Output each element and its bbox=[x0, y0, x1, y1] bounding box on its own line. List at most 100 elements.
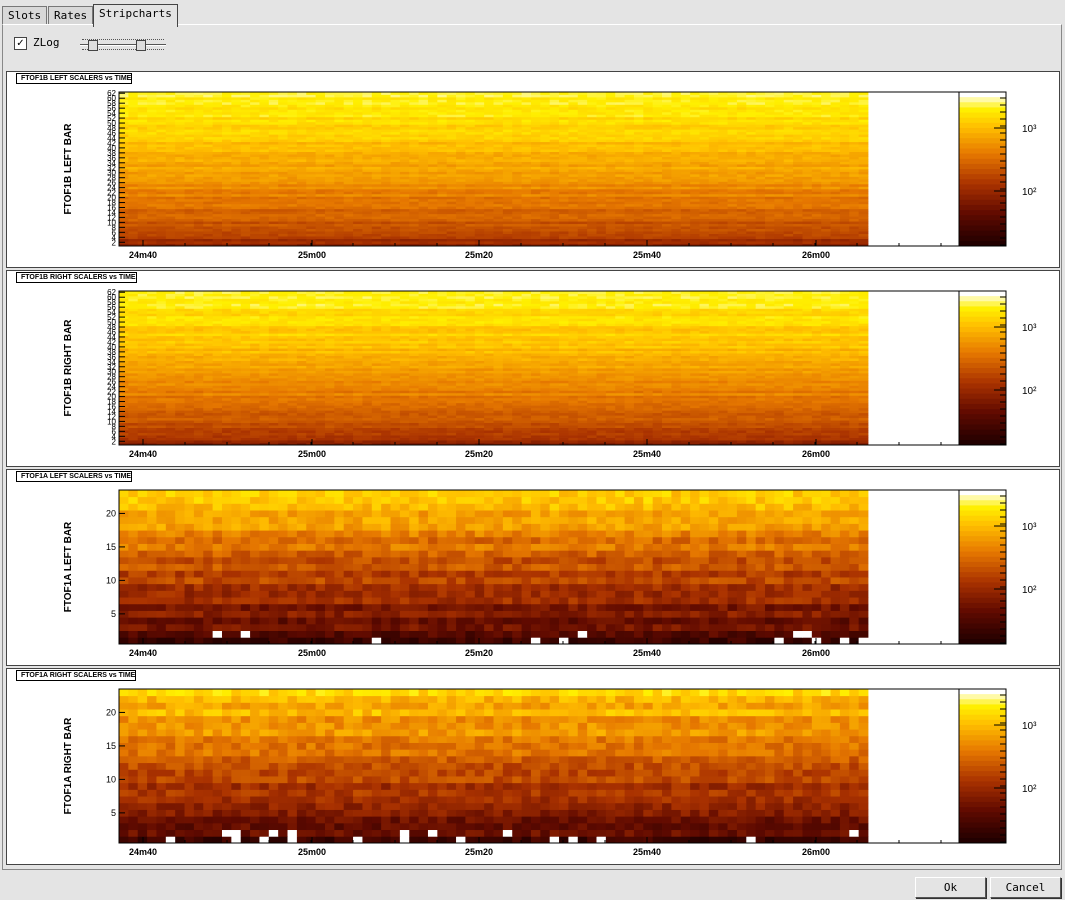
slider-max-thumb[interactable] bbox=[136, 40, 146, 51]
heatmap-cell bbox=[212, 183, 223, 187]
heatmap-chart[interactable]: 2468101214161820222426283032343638404244… bbox=[7, 72, 1059, 267]
heatmap-cell bbox=[783, 196, 794, 200]
heatmap-cell bbox=[568, 216, 579, 220]
heatmap-cell bbox=[624, 231, 635, 234]
heatmap-cell bbox=[559, 188, 569, 192]
heatmap-cell bbox=[193, 218, 204, 222]
heatmap-cell bbox=[427, 238, 438, 242]
heatmap-cell bbox=[568, 228, 579, 232]
zrange-slider[interactable] bbox=[80, 37, 166, 53]
heatmap-cell bbox=[147, 154, 157, 157]
heatmap-cell bbox=[512, 96, 522, 100]
heatmap-cell bbox=[690, 111, 700, 115]
heatmap-cell bbox=[306, 131, 317, 135]
heatmap-cell bbox=[624, 176, 635, 180]
heatmap-cell bbox=[175, 183, 185, 187]
heatmap-cell bbox=[484, 126, 494, 130]
heatmap-cell bbox=[240, 96, 251, 100]
heatmap-cell bbox=[221, 134, 232, 138]
heatmap-cell bbox=[250, 206, 260, 210]
zlog-checkbox[interactable]: ✓ bbox=[14, 37, 27, 50]
heatmap-cell bbox=[259, 201, 270, 205]
heatmap-cell bbox=[718, 129, 728, 133]
heatmap-cell bbox=[549, 221, 560, 225]
heatmap-cell bbox=[718, 203, 728, 207]
heatmap-cell bbox=[811, 221, 822, 225]
heatmap-cell bbox=[296, 104, 307, 108]
heatmap-cell bbox=[718, 233, 728, 237]
heatmap-cell bbox=[193, 144, 204, 148]
heatmap-cell bbox=[690, 218, 700, 222]
heatmap-cell bbox=[390, 228, 401, 232]
heatmap-cell bbox=[137, 99, 148, 103]
heatmap-cell bbox=[615, 221, 625, 225]
heatmap-cell bbox=[811, 186, 822, 190]
heatmap-cell bbox=[250, 94, 260, 98]
heatmap-cell bbox=[624, 101, 635, 105]
heatmap-cell bbox=[250, 181, 260, 185]
heatmap-cell bbox=[240, 154, 251, 157]
heatmap-cell bbox=[465, 131, 476, 135]
heatmap-cell bbox=[699, 198, 710, 202]
heatmap-cell bbox=[128, 119, 139, 123]
heatmap-cell bbox=[652, 96, 663, 100]
heatmap-cell bbox=[774, 154, 785, 157]
heatmap-cell bbox=[615, 198, 625, 202]
heatmap-cell bbox=[165, 156, 176, 160]
heatmap-cell bbox=[690, 101, 700, 105]
heatmap-cell bbox=[765, 183, 775, 187]
heatmap-cell bbox=[287, 161, 298, 165]
heatmap-cell bbox=[671, 146, 682, 150]
heatmap-cell bbox=[231, 144, 242, 148]
heatmap-cell bbox=[418, 114, 429, 118]
heatmap-cell bbox=[259, 186, 270, 190]
heatmap-cell bbox=[596, 186, 607, 190]
heatmap-cell bbox=[615, 106, 625, 110]
heatmap-cell bbox=[652, 178, 663, 182]
heatmap-cell bbox=[212, 213, 223, 217]
tab-rates[interactable]: Rates bbox=[48, 6, 94, 26]
heatmap-cell bbox=[493, 109, 504, 113]
heatmap-cell bbox=[278, 146, 288, 150]
tab-slots[interactable]: Slots bbox=[2, 6, 48, 26]
heatmap-cell bbox=[793, 191, 803, 195]
heatmap-cell bbox=[399, 216, 410, 220]
heatmap-cell bbox=[671, 104, 682, 108]
slider-min-thumb[interactable] bbox=[88, 40, 98, 51]
heatmap-cell bbox=[662, 181, 672, 185]
heatmap-cell bbox=[353, 181, 363, 185]
heatmap-cell bbox=[240, 144, 251, 148]
heatmap-cell bbox=[568, 126, 579, 130]
heatmap-cell bbox=[259, 226, 270, 230]
heatmap-cell bbox=[362, 104, 373, 108]
heatmap-cell bbox=[165, 193, 176, 197]
heatmap-cell bbox=[268, 228, 279, 232]
heatmap-cell bbox=[521, 226, 532, 230]
heatmap-cell bbox=[287, 183, 298, 187]
heatmap-cell bbox=[839, 159, 850, 162]
heatmap-cell bbox=[184, 124, 195, 128]
heatmap-cell bbox=[399, 221, 410, 225]
heatmap-cell bbox=[296, 173, 307, 177]
heatmap-cell bbox=[371, 213, 382, 217]
heatmap-cell bbox=[156, 238, 167, 242]
heatmap-cell bbox=[221, 109, 232, 113]
heatmap-cell bbox=[371, 154, 382, 157]
heatmap-cell bbox=[212, 178, 223, 182]
heatmap-cell bbox=[259, 144, 270, 148]
heatmap-cell bbox=[156, 213, 167, 217]
heatmap-cell bbox=[296, 171, 307, 175]
heatmap-cell bbox=[296, 141, 307, 145]
heatmap-cell bbox=[137, 213, 148, 217]
heatmap-cell bbox=[156, 183, 167, 187]
heatmap-cell bbox=[353, 144, 363, 148]
heatmap-cell bbox=[624, 146, 635, 150]
tab-stripcharts[interactable]: Stripcharts bbox=[93, 4, 178, 27]
heatmap-cell bbox=[409, 169, 419, 172]
heatmap-cell bbox=[399, 231, 410, 234]
heatmap-cell bbox=[662, 141, 672, 145]
heatmap-cell bbox=[165, 176, 176, 180]
heatmap-cell bbox=[746, 114, 757, 118]
heatmap-cell bbox=[746, 193, 757, 197]
heatmap-cell bbox=[353, 218, 363, 222]
